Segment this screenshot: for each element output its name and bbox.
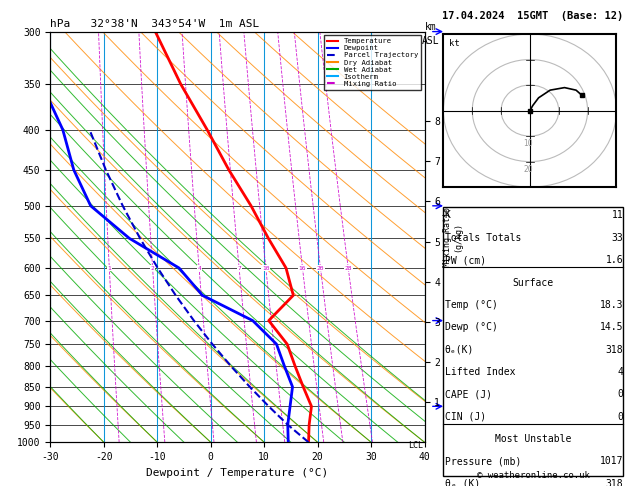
Text: Dewp (°C): Dewp (°C)	[445, 322, 498, 332]
Text: 1017: 1017	[599, 456, 623, 467]
Text: 10: 10	[262, 265, 270, 271]
Text: CAPE (J): CAPE (J)	[445, 389, 492, 399]
X-axis label: Dewpoint / Temperature (°C): Dewpoint / Temperature (°C)	[147, 468, 328, 478]
Text: 318: 318	[606, 479, 623, 486]
Text: θₑ (K): θₑ (K)	[445, 479, 480, 486]
Text: 4: 4	[618, 367, 623, 377]
Text: Lifted Index: Lifted Index	[445, 367, 515, 377]
Text: ASL: ASL	[422, 36, 440, 47]
Text: 28: 28	[345, 265, 352, 271]
Text: 2: 2	[151, 265, 155, 271]
Text: © weatheronline.co.uk: © weatheronline.co.uk	[477, 471, 589, 480]
Text: 1.6: 1.6	[606, 255, 623, 265]
Text: 33: 33	[611, 233, 623, 243]
Legend: Temperature, Dewpoint, Parcel Trajectory, Dry Adiabat, Wet Adiabat, Isotherm, Mi: Temperature, Dewpoint, Parcel Trajectory…	[324, 35, 421, 90]
Text: 0: 0	[618, 412, 623, 422]
Text: θₑ(K): θₑ(K)	[445, 345, 474, 355]
Text: PW (cm): PW (cm)	[445, 255, 486, 265]
Y-axis label: Mixing Ratio
(g/kg): Mixing Ratio (g/kg)	[443, 207, 462, 267]
Text: 16: 16	[299, 265, 306, 271]
Text: kt: kt	[448, 38, 459, 48]
Text: 0: 0	[618, 389, 623, 399]
Bar	[443, 207, 623, 476]
Text: km: km	[425, 22, 437, 32]
Text: Temp (°C): Temp (°C)	[445, 300, 498, 310]
Text: Most Unstable: Most Unstable	[495, 434, 571, 444]
Text: CIN (J): CIN (J)	[445, 412, 486, 422]
Text: Pressure (mb): Pressure (mb)	[445, 456, 521, 467]
Text: 17.04.2024  15GMT  (Base: 12): 17.04.2024 15GMT (Base: 12)	[442, 11, 624, 21]
Text: 14.5: 14.5	[599, 322, 623, 332]
Text: Surface: Surface	[513, 278, 554, 288]
Text: 11: 11	[611, 210, 623, 221]
Text: 1: 1	[108, 265, 111, 271]
Text: 10: 10	[524, 139, 533, 148]
Text: K: K	[445, 210, 451, 221]
Text: 7: 7	[237, 265, 241, 271]
Text: 318: 318	[606, 345, 623, 355]
Text: Totals Totals: Totals Totals	[445, 233, 521, 243]
Text: hPa   32°38'N  343°54'W  1m ASL: hPa 32°38'N 343°54'W 1m ASL	[50, 19, 260, 30]
Text: 4: 4	[198, 265, 201, 271]
Text: 18.3: 18.3	[599, 300, 623, 310]
Text: 20: 20	[317, 265, 324, 271]
Text: LCL: LCL	[408, 440, 423, 450]
Text: 20: 20	[524, 165, 533, 174]
